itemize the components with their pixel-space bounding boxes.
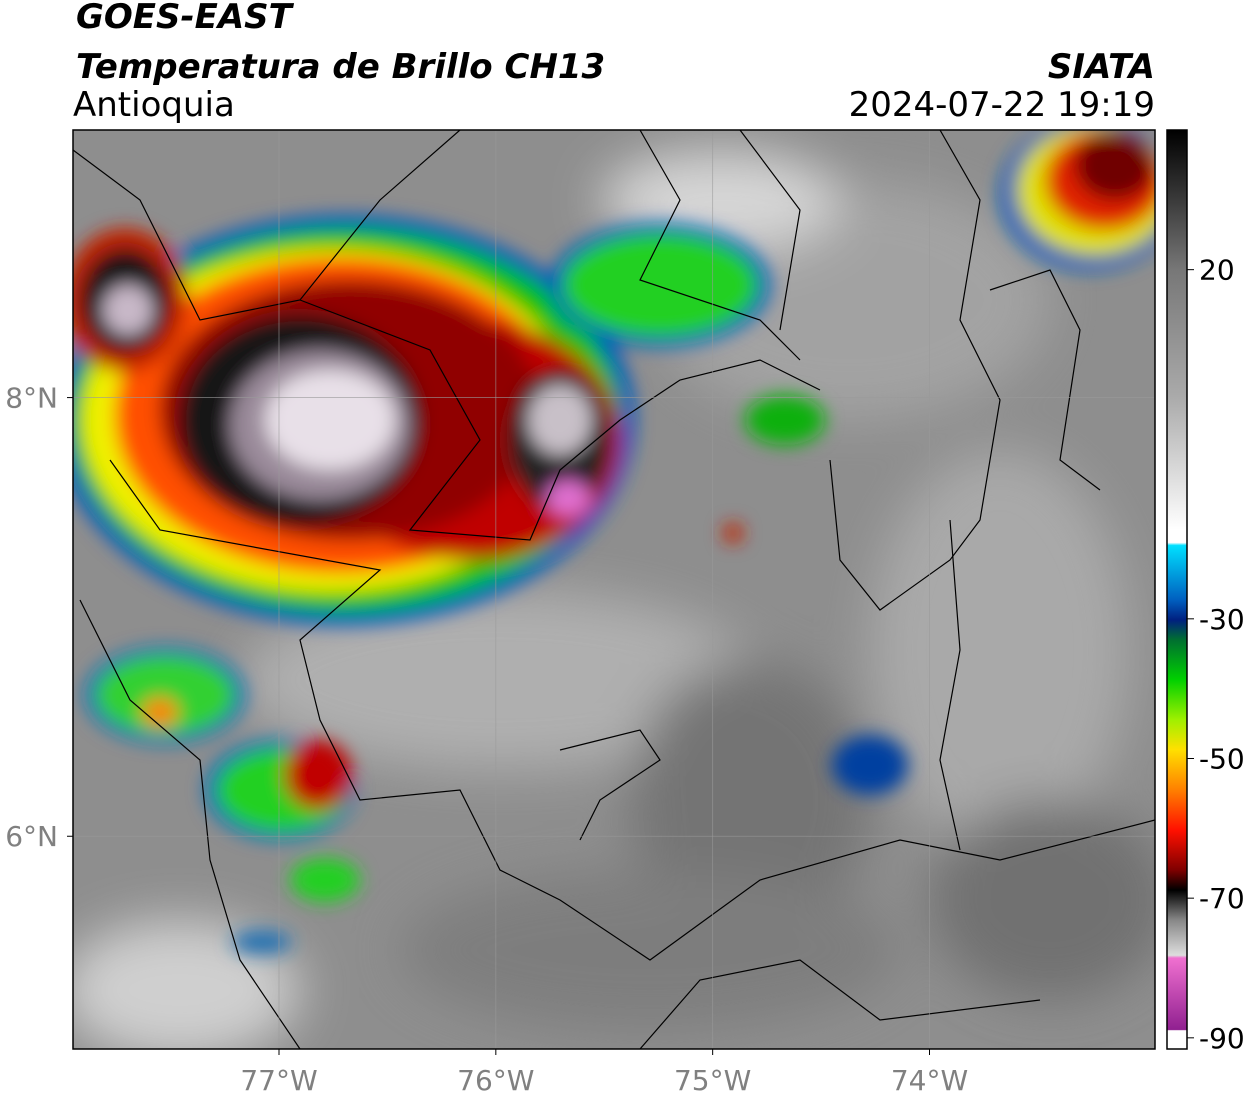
subtitle: Temperatura de Brillo CH13 — [76, 47, 605, 87]
satellite-image — [73, 130, 1155, 1049]
region: Antioquia — [73, 85, 235, 125]
borders — [73, 130, 1155, 1049]
x-tick-label: 77°W — [240, 1064, 317, 1097]
x-tick-label: 76°W — [457, 1064, 534, 1097]
map-frame — [72, 129, 1156, 1050]
colorbar-tick-label: 20 — [1199, 254, 1235, 287]
x-tick-label: 74°W — [891, 1064, 968, 1097]
colorbar-tick-label: -50 — [1199, 742, 1245, 775]
colorbar-tick-label: -90 — [1199, 1022, 1245, 1055]
colorbar-tick-label: -70 — [1199, 882, 1245, 915]
grid — [73, 130, 1155, 1049]
datetime: 2024-07-22 19:19 — [849, 85, 1155, 125]
x-tick-label: 75°W — [674, 1064, 751, 1097]
y-tick-label: 8°N — [5, 382, 58, 415]
colorbar-tick-label: -30 — [1199, 603, 1245, 636]
colorbar — [1166, 129, 1188, 1050]
title: GOES-EAST — [76, 0, 295, 37]
source: SIATA — [1048, 47, 1155, 87]
y-tick-label: 6°N — [5, 820, 58, 853]
